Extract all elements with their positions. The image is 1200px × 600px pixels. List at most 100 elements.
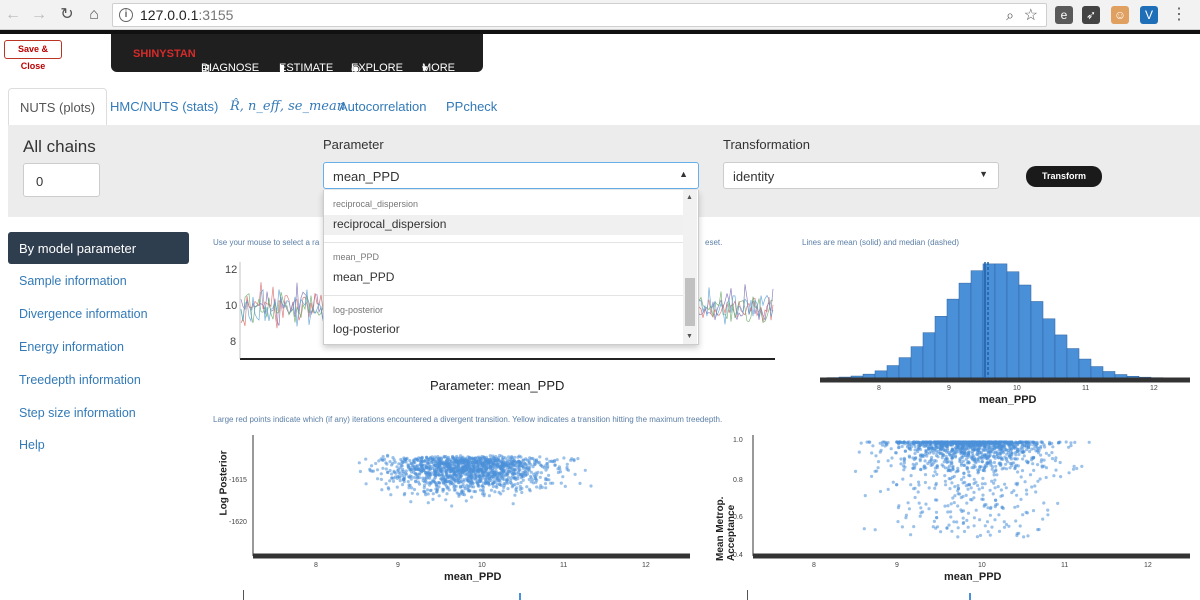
scatter-acceptance-plot (752, 435, 1190, 559)
scatter-point (513, 476, 517, 480)
sidebar-item-sample-information[interactable]: Sample information (19, 274, 127, 288)
evernote-extension-icon[interactable]: e (1055, 6, 1073, 24)
scatter-point (931, 474, 936, 478)
scatter-point (461, 457, 465, 461)
scatter-point (472, 489, 476, 493)
scatter-point (880, 443, 884, 447)
scatter-point (1022, 535, 1026, 539)
scatter-point (976, 453, 980, 457)
sidebar-item-divergence-information[interactable]: Divergence information (19, 307, 148, 321)
scatter-point (444, 454, 448, 459)
scatter-point (407, 483, 411, 487)
scrollbar-thumb[interactable] (685, 278, 695, 326)
scatter-point (1001, 451, 1006, 455)
scatter-point (589, 484, 593, 488)
scatter-point (941, 452, 945, 457)
scatter-point (573, 472, 577, 476)
sidebar-item-step-size-information[interactable]: Step size information (19, 406, 136, 420)
scatter-point (1023, 480, 1027, 484)
scatter-point (1004, 467, 1009, 471)
sidebar-item-help[interactable]: Help (19, 438, 45, 452)
parameter-select[interactable]: mean_PPD ▲ (323, 162, 699, 189)
scatter-point (1025, 448, 1029, 452)
scatter-point (1042, 501, 1046, 505)
scroll-up-icon[interactable]: ▲ (686, 194, 693, 201)
transform-button[interactable]: Transform (1026, 166, 1102, 187)
scatter-point (417, 468, 421, 472)
scatter-point (980, 486, 985, 490)
tab-nuts-plots[interactable]: NUTS (plots) (8, 88, 108, 126)
sidebar-item-by-model-parameter[interactable]: By model parameter (8, 232, 189, 264)
scatter-left-xtick: 8 (314, 562, 318, 569)
tab-autocorrelation[interactable]: Autocorrelation (339, 99, 427, 114)
nav-shinystan[interactable]: SHINYSTAN (133, 48, 196, 60)
scatter-point (456, 465, 460, 469)
scatter-point (963, 454, 968, 458)
avatar-extension-icon[interactable]: ☺ (1111, 6, 1129, 24)
scatter-point (422, 489, 427, 493)
scatter-point (438, 468, 442, 472)
back-icon[interactable]: ← (5, 6, 21, 23)
forward-icon[interactable]: → (31, 6, 47, 23)
scatter-point (556, 470, 560, 475)
scatter-point (1069, 444, 1073, 448)
scatter-point (1054, 456, 1058, 460)
scatter-point (981, 476, 985, 480)
scatter-point (930, 455, 934, 460)
tab-hmc-nuts-stats[interactable]: HMC/NUTS (stats) (110, 99, 219, 114)
hist-bar (922, 332, 936, 379)
zoom-icon[interactable]: ⌕ (1006, 7, 1014, 23)
chains-input[interactable]: 0 (23, 163, 100, 197)
scatter-point (977, 459, 981, 463)
scatter-point (1019, 475, 1023, 479)
scatter-point (930, 446, 934, 450)
scatter-point (438, 464, 442, 468)
transformation-select[interactable]: identity ▼ (723, 162, 999, 189)
scatter-point (967, 446, 971, 450)
dropdown-option[interactable]: mean_PPD (333, 270, 395, 284)
scatter-point (433, 481, 437, 485)
scatter-point (972, 477, 976, 481)
dropdown-scrollbar[interactable]: ▲ ▼ (683, 190, 697, 344)
hist-xlabel: mean_PPD (979, 394, 1037, 406)
hist-bar (886, 365, 900, 379)
info-icon[interactable]: i (119, 8, 133, 22)
scatter-point (461, 465, 465, 469)
scatter-point (1053, 459, 1057, 463)
scatter-point (923, 480, 927, 485)
v-extension-icon[interactable]: V (1140, 6, 1158, 24)
scatter-point (917, 501, 921, 505)
scatter-point (970, 466, 974, 470)
scroll-down-icon[interactable]: ▼ (686, 333, 693, 340)
address-bar[interactable]: i 127.0.0.1:3155 ⌕ ☆ (112, 3, 1047, 27)
scatter-point (945, 526, 949, 530)
scatter-point (538, 486, 542, 490)
tab-rhat-neff-se[interactable]: R̂, n_eff, se_mean (230, 99, 346, 114)
scatter-point (517, 469, 521, 473)
scatter-point (494, 466, 498, 470)
sidebar-item-treedepth-information[interactable]: Treedepth information (19, 373, 141, 387)
scatter-point (894, 451, 898, 455)
divider (324, 295, 683, 296)
menu-kebab-icon[interactable]: ⋮ (1171, 6, 1187, 23)
scatter-point (972, 516, 976, 520)
rocket-extension-icon[interactable]: ➶ (1082, 6, 1100, 24)
dropdown-option[interactable]: log-posterior (333, 322, 400, 336)
scatter-point (934, 510, 939, 514)
sidebar-item-energy-information[interactable]: Energy information (19, 340, 124, 354)
trace-title: Parameter: mean_PPD (430, 378, 565, 393)
save-close-button[interactable]: Save & Close (4, 40, 62, 71)
scatter-point (380, 458, 384, 462)
scatter-point (466, 479, 470, 483)
scatter-point (985, 520, 990, 524)
scatter-point (514, 464, 518, 468)
tab-ppcheck[interactable]: PPcheck (446, 99, 498, 114)
scatter-point (963, 480, 967, 484)
bookmark-star-icon[interactable]: ☆ (1023, 7, 1038, 24)
reload-icon[interactable]: ↻ (60, 6, 74, 23)
home-icon[interactable]: ⌂ (89, 6, 99, 23)
scatter-point (1035, 442, 1039, 446)
scatter-point (528, 489, 532, 493)
scatter-point (904, 513, 908, 517)
dropdown-option[interactable]: reciprocal_dispersion (324, 215, 683, 235)
